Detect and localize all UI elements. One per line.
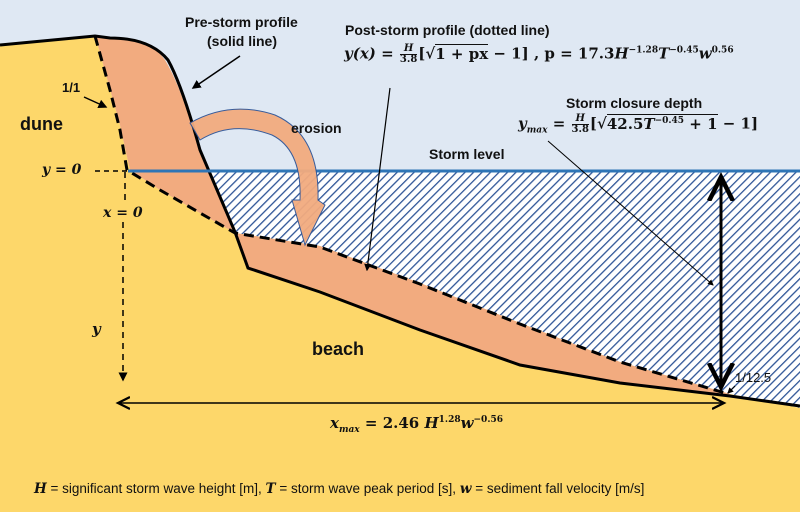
storm-level-label: Storm level	[429, 146, 505, 162]
y-zero-label: y = 0	[42, 162, 82, 178]
pre-storm-profile-line	[0, 34, 800, 408]
pre-storm-title: Pre-storm profile	[185, 14, 298, 30]
closure-pointer	[547, 140, 714, 286]
post-storm-formula: y(x) = H 3.8 [√1 + px − 1] , p = 17.3H−1.2…	[344, 43, 734, 65]
variable-legend: H = significant storm wave height [m], T…	[34, 481, 645, 497]
post-storm-profile-line	[93, 35, 726, 395]
pre-storm-subtitle: (solid line)	[207, 33, 277, 49]
x-zero-label: x = 0	[103, 205, 143, 221]
sand-ground	[0, 35, 800, 512]
erosion-label: erosion	[291, 120, 342, 136]
closure-depth-formula: ymax = H 3.8 [√42.5T−0.45 + 1 − 1]	[518, 113, 759, 136]
slope-toe-label: 1/12.5	[735, 370, 772, 385]
slope-dune-label: 1/1	[62, 80, 81, 95]
dune-label: dune	[20, 114, 63, 134]
eroded-region	[95, 35, 730, 397]
formula-yx: y(x) =	[344, 44, 394, 63]
xmax-formula: xmax = 2.46 H1.28w−0.56	[330, 414, 503, 435]
closure-depth-title: Storm closure depth	[566, 95, 703, 111]
post-storm-pointer	[364, 87, 391, 272]
slope-dune-pointer	[83, 96, 108, 108]
post-storm-title: Post-storm profile (dotted line)	[345, 22, 550, 38]
beach-label: beach	[312, 339, 365, 359]
y-axis-label: y	[92, 320, 101, 338]
erosion-arrow	[189, 108, 326, 247]
fraction-h-over-3.8: H 3.8	[399, 43, 418, 65]
pre-storm-pointer	[191, 55, 241, 89]
